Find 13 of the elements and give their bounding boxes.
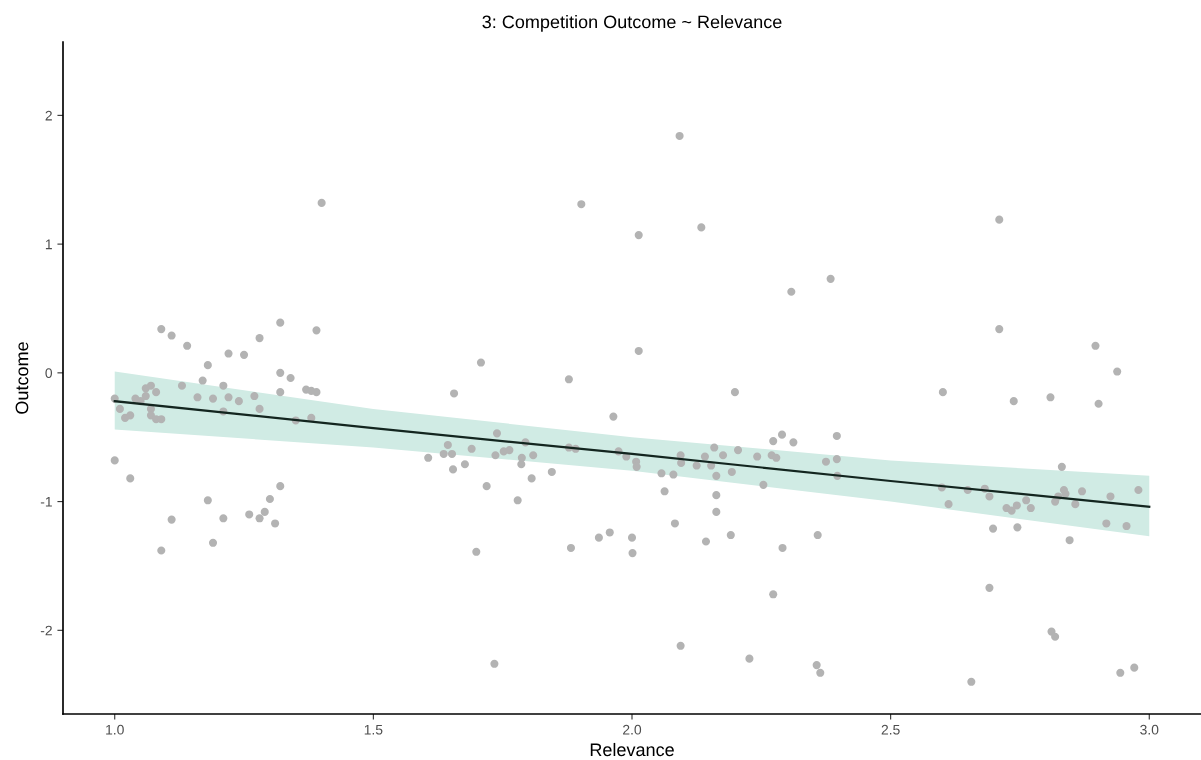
x-tick-label: 1.0 xyxy=(106,724,124,735)
y-tick-label: 2 xyxy=(45,110,52,121)
y-tick-label: -2 xyxy=(40,625,52,636)
chart-title: 3: Competition Outcome ~ Relevance xyxy=(482,15,782,32)
y-tick-label: 0 xyxy=(45,368,53,379)
x-tick-label: 2.5 xyxy=(881,724,900,735)
y-tick-label: 1 xyxy=(45,239,52,250)
x-axis-title: Relevance xyxy=(590,742,674,757)
y-tick-label: -1 xyxy=(40,497,52,507)
y-axis-title: Outcome xyxy=(15,342,29,414)
x-tick-label: 2.0 xyxy=(623,724,642,735)
x-tick-label: 3.0 xyxy=(1140,724,1159,735)
x-tick-label: 1.5 xyxy=(364,724,383,735)
